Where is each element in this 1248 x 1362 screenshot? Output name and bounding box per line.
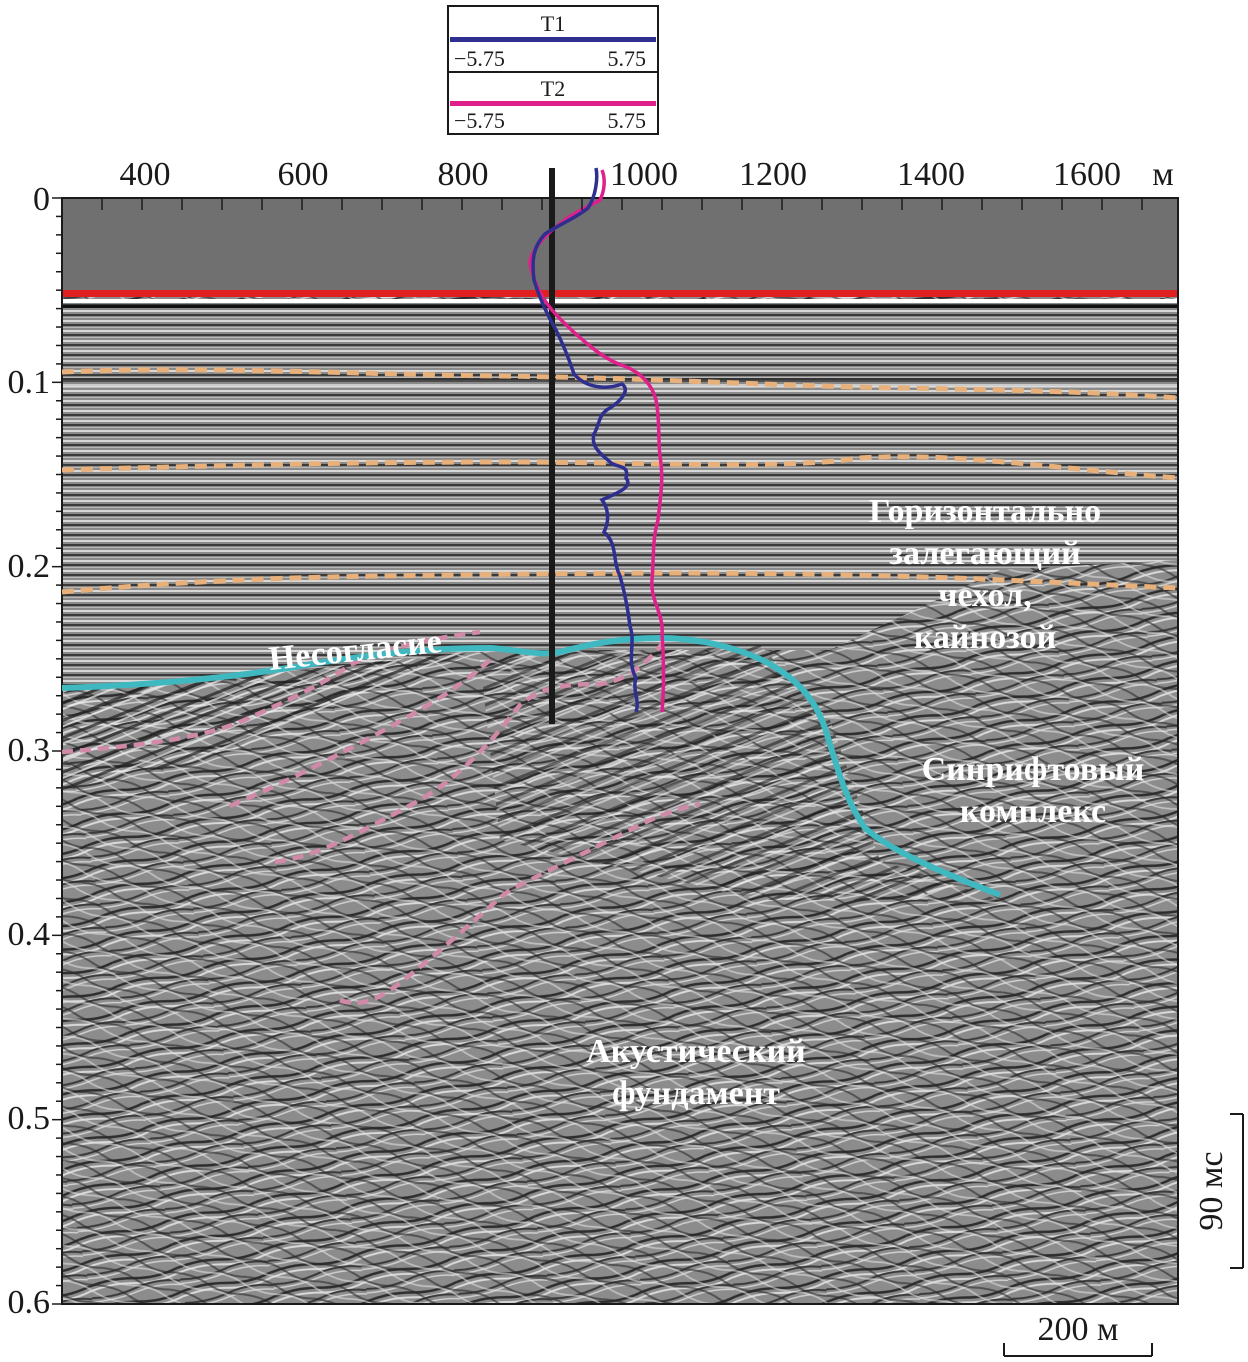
- log-legend: T1 −5.75 5.75 T2 −5.75 5.75: [447, 5, 659, 135]
- legend-t2-min: −5.75: [454, 108, 505, 133]
- well-track: [549, 168, 555, 724]
- y-tick-label-0: 0: [33, 181, 50, 218]
- y-tick-label-0.2: 0.2: [8, 548, 51, 585]
- horizon-2: [61, 454, 1179, 481]
- seafloor-dark-band: [62, 305, 1178, 308]
- t2-log-curve: [528, 169, 666, 713]
- y-axis: 0 0.1 0.2 0.3 0.4 0.5 0.6: [8, 181, 62, 1321]
- cover-label-line4: кайнозой: [914, 619, 1056, 656]
- water-column: [62, 198, 1178, 294]
- y-tick-label-0.3: 0.3: [8, 732, 51, 769]
- horizon-3: [61, 570, 1179, 595]
- x-tick-label-800: 800: [438, 156, 489, 193]
- cover-label-line1: Горизонтально: [869, 493, 1101, 530]
- sedimentary-cover-texture: [62, 300, 1178, 690]
- vertical-scale-label: 90 мс: [1193, 1151, 1230, 1230]
- synrift-horizon-2: [229, 658, 492, 809]
- synrift-label-line1: Синрифтовый: [922, 751, 1145, 788]
- legend-t2-name: T2: [541, 76, 565, 101]
- y-tick-label-0.4: 0.4: [8, 916, 51, 953]
- cover-label-line3: чехол,: [938, 577, 1031, 614]
- x-axis-unit: м: [1152, 156, 1174, 193]
- horizon-1: [61, 367, 1179, 401]
- basement-label-line2: фундамент: [612, 1075, 780, 1112]
- basement-label-line1: Акустический: [586, 1033, 806, 1070]
- synrift-label-line2: комплекс: [960, 793, 1106, 830]
- x-tick-label-1600: 1600: [1053, 156, 1121, 193]
- x-tick-label-400: 400: [120, 156, 171, 193]
- vertical-scale-bar: 90 мс: [1193, 1113, 1244, 1269]
- x-axis: 400 600 800 1000 1200 1400 1600 м: [61, 156, 1174, 210]
- y-tick-label-0.5: 0.5: [8, 1100, 51, 1137]
- seafloor-line: [62, 290, 1178, 297]
- x-tick-label-1200: 1200: [739, 156, 807, 193]
- synrift-horizon-1: [61, 629, 481, 755]
- x-tick-label-600: 600: [278, 156, 329, 193]
- legend-t1-min: −5.75: [454, 46, 505, 71]
- y-tick-label-0.6: 0.6: [8, 1284, 51, 1321]
- seafloor-white-band: [62, 299, 1178, 303]
- y-tick-label-0.1: 0.1: [8, 364, 51, 401]
- legend-t1-max: 5.75: [608, 46, 647, 71]
- legend-t1-name: T1: [541, 11, 565, 36]
- synrift-horizon-3: [274, 638, 667, 865]
- legend-t1-swatch: [450, 37, 656, 42]
- legend-t2-swatch: [450, 101, 656, 106]
- unconformity-line: [61, 634, 1002, 898]
- horizontal-scale-label: 200 м: [1037, 1311, 1118, 1348]
- legend-frame: [447, 5, 659, 135]
- horizontal-scale-bar: 200 м: [1003, 1311, 1153, 1357]
- legend-t2-max: 5.75: [608, 108, 647, 133]
- x-tick-label-1400: 1400: [897, 156, 965, 193]
- synrift-texture-2: [480, 645, 1000, 900]
- cover-label-line2: залегающий: [889, 535, 1080, 572]
- t1-log-curve: [531, 167, 639, 713]
- x-tick-label-1000: 1000: [610, 156, 678, 193]
